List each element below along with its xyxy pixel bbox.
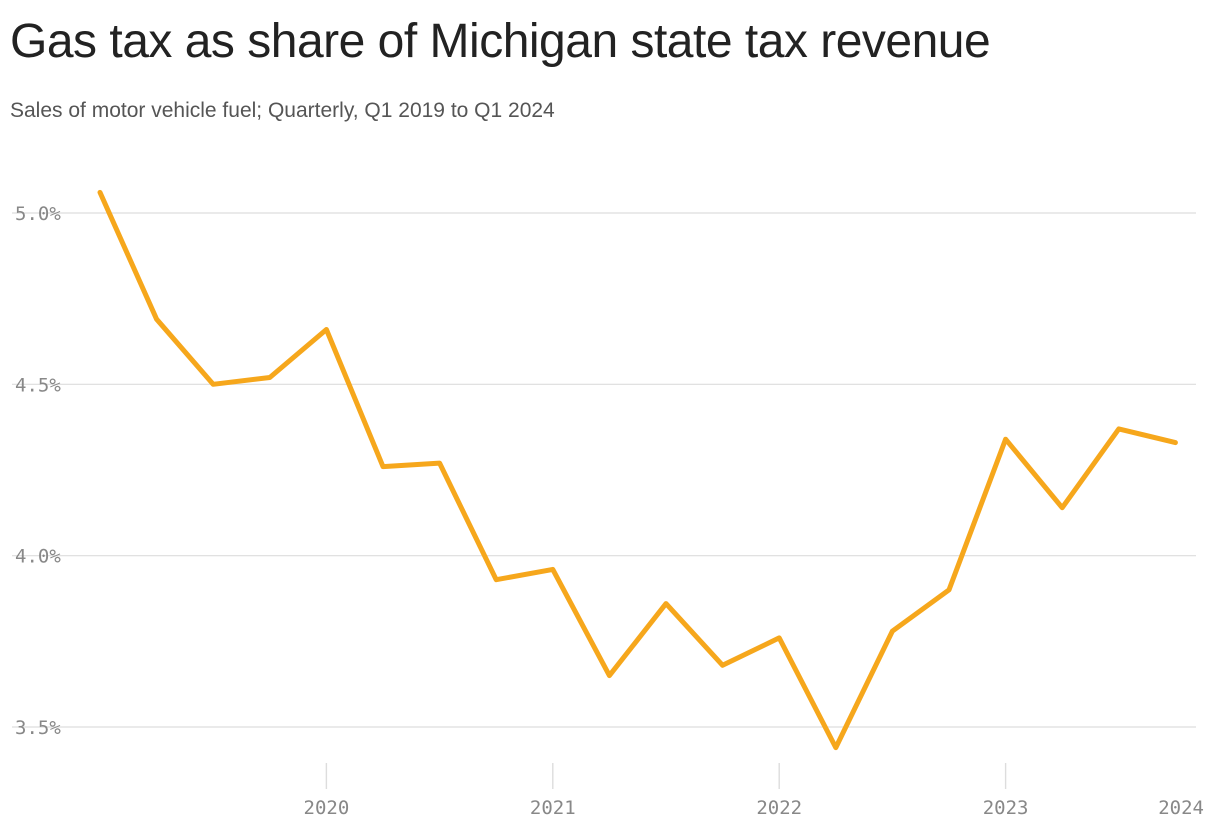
y-tick-label: 3.5% [15, 717, 61, 739]
series-line [97, 189, 1178, 751]
x-tick-label: 2022 [756, 797, 802, 819]
x-tick-label: 2023 [983, 797, 1029, 819]
chart-title: Gas tax as share of Michigan state tax r… [10, 15, 991, 68]
y-tick-label: 5.0% [15, 203, 61, 225]
chart-subtitle: Sales of motor vehicle fuel; Quarterly, … [10, 99, 555, 122]
gridlines [12, 212, 1196, 728]
x-tick-label: 2021 [530, 797, 576, 819]
y-axis: 5.0% 4.5% 4.0% 3.5% [15, 203, 61, 739]
x-tick-label: 2020 [304, 797, 350, 819]
y-tick-label: 4.5% [15, 374, 61, 396]
y-tick-label: 4.0% [15, 546, 61, 568]
x-tick-label: 2024 [1158, 797, 1204, 819]
x-axis: 2020 2021 2022 2023 2024 [304, 763, 1204, 819]
series-layer [97, 189, 1178, 751]
